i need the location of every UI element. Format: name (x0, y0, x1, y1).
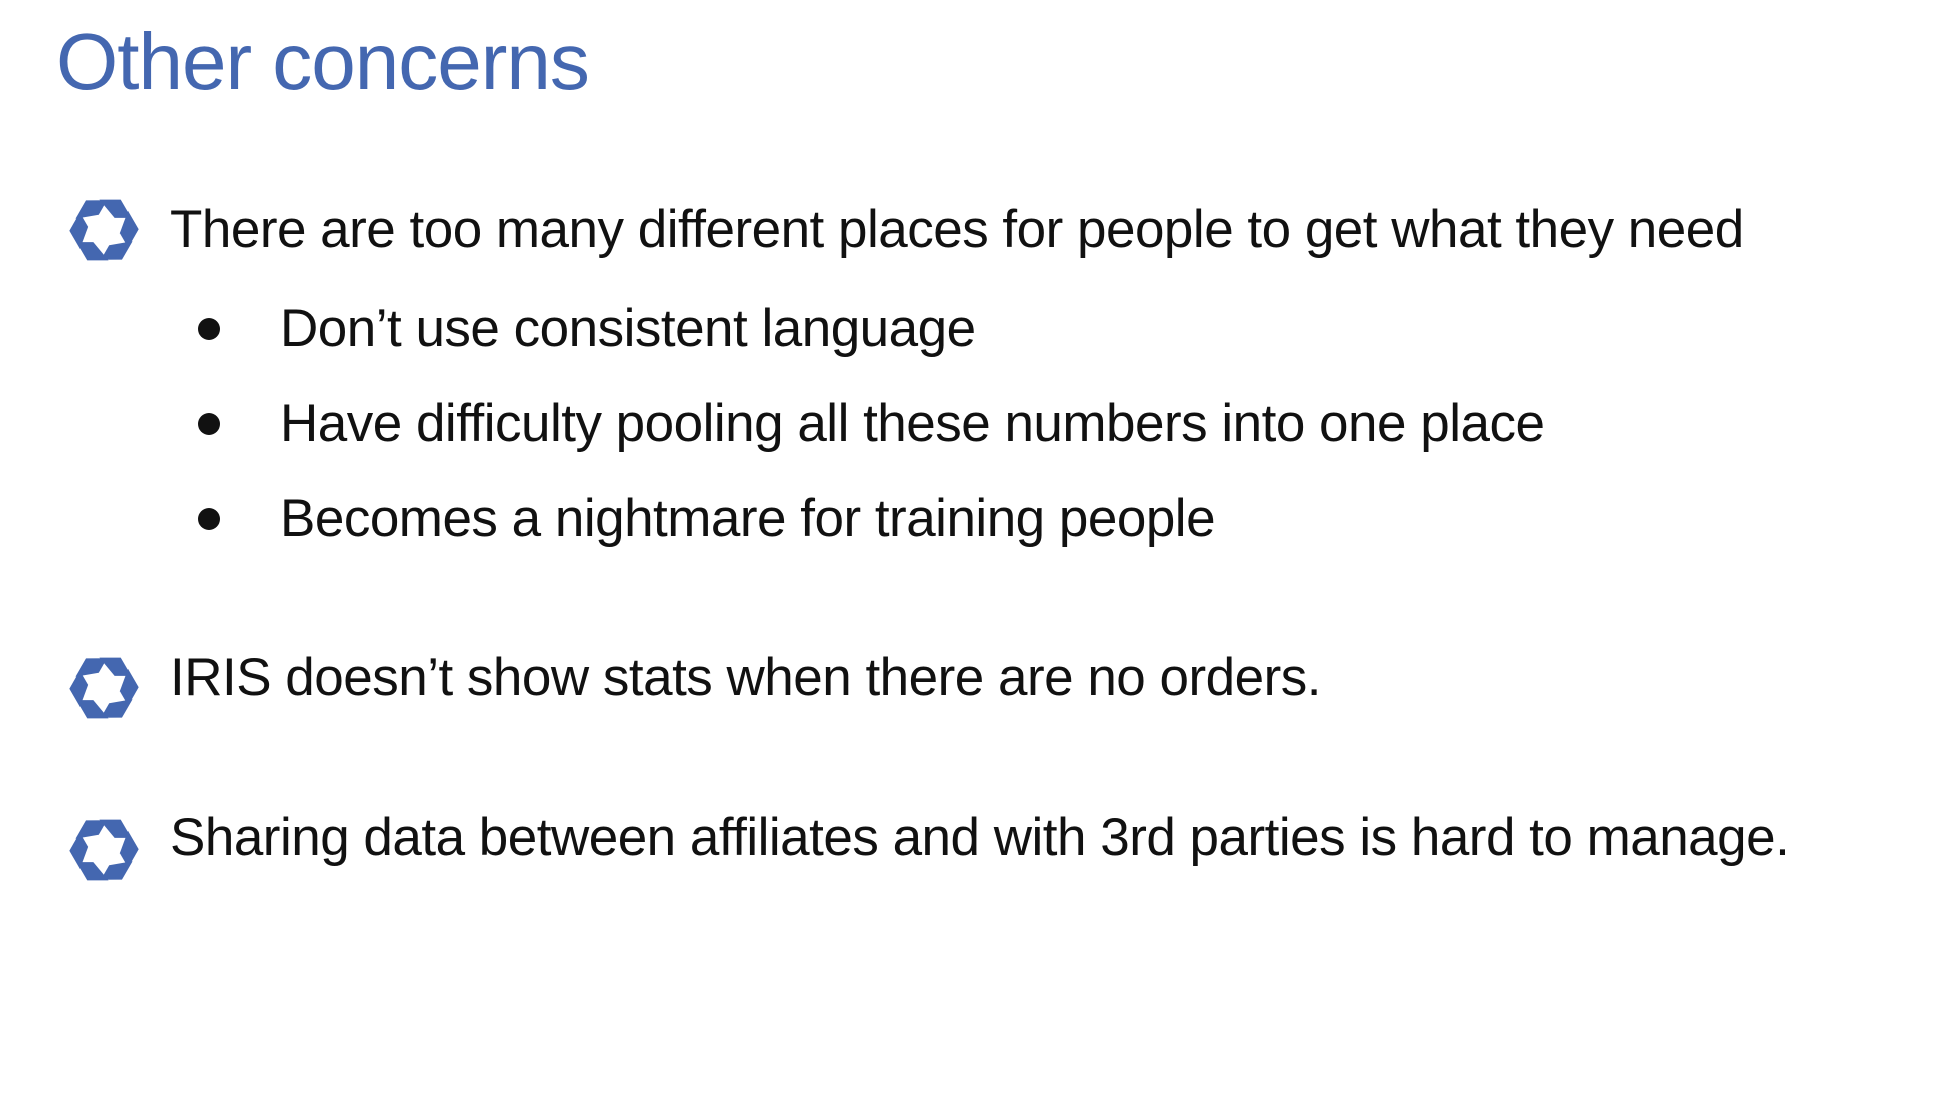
sub-item-text: Becomes a nightmare for training people (280, 489, 1216, 548)
bullet-item: There are too many different places for … (64, 192, 1914, 272)
bullet-item: Sharing data between affiliates and with… (64, 800, 1914, 881)
sub-list-item: Becomes a nightmare for training people (190, 482, 1890, 552)
aperture-icon (69, 819, 139, 881)
aperture-icon (69, 199, 139, 261)
bullet-dot (198, 508, 220, 530)
bullet-text: There are too many different places for … (170, 200, 1744, 259)
bullet-text: Sharing data between affiliates and with… (170, 808, 1790, 867)
sub-item-text: Have difficulty pooling all these number… (280, 394, 1545, 453)
sub-item-text: Don’t use consistent language (280, 299, 976, 358)
sub-list-item: Don’t use consistent language (190, 292, 1890, 362)
bullet-dot (198, 318, 220, 340)
slide-title: Other concerns (56, 17, 590, 106)
aperture-icon (69, 657, 139, 719)
bullet-text: IRIS doesn’t show stats when there are n… (170, 648, 1321, 707)
sub-list-item: Have difficulty pooling all these number… (190, 387, 1890, 457)
bullet-item: IRIS doesn’t show stats when there are n… (64, 640, 1914, 720)
bullet-dot (198, 413, 220, 435)
